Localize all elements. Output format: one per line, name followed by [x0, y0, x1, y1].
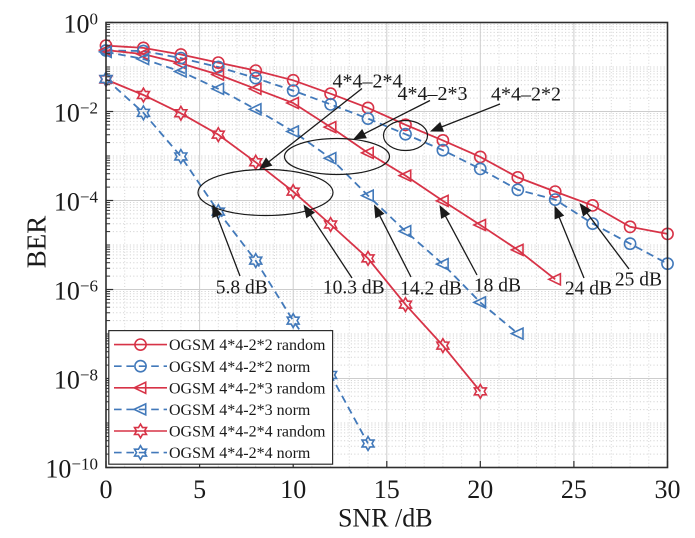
svg-text:OGSM 4*4-2*3 random: OGSM 4*4-2*3 random	[169, 380, 326, 397]
svg-text:OGSM 4*4-2*4 random: OGSM 4*4-2*4 random	[169, 424, 326, 441]
svg-text:BER: BER	[22, 216, 52, 269]
svg-text:10: 10	[280, 475, 306, 504]
svg-text:SNR /dB: SNR /dB	[338, 504, 433, 533]
svg-text:15: 15	[374, 475, 400, 504]
svg-text:25 dB: 25 dB	[615, 270, 662, 291]
svg-text:10.3 dB: 10.3 dB	[323, 278, 385, 299]
svg-text:25: 25	[561, 475, 587, 504]
svg-text:30: 30	[655, 475, 681, 504]
svg-text:OGSM 4*4-2*2 random: OGSM 4*4-2*2 random	[169, 337, 326, 354]
svg-text:14.2 dB: 14.2 dB	[400, 279, 462, 300]
svg-text:4*4–2*2: 4*4–2*2	[491, 84, 561, 106]
svg-text:5.8 dB: 5.8 dB	[216, 278, 268, 299]
svg-text:OGSM 4*4-2*3 norm: OGSM 4*4-2*3 norm	[169, 402, 311, 419]
svg-text:OGSM 4*4-2*4 norm: OGSM 4*4-2*4 norm	[169, 445, 311, 462]
svg-text:24 dB: 24 dB	[565, 279, 612, 300]
svg-text:4*4–2*4: 4*4–2*4	[333, 71, 403, 93]
svg-text:OGSM 4*4-2*2 norm: OGSM 4*4-2*2 norm	[169, 359, 311, 376]
svg-text:18 dB: 18 dB	[474, 276, 521, 297]
svg-text:0: 0	[100, 475, 113, 504]
svg-text:4*4–2*3: 4*4–2*3	[398, 83, 468, 105]
svg-text:20: 20	[467, 475, 493, 504]
svg-text:5: 5	[193, 475, 206, 504]
